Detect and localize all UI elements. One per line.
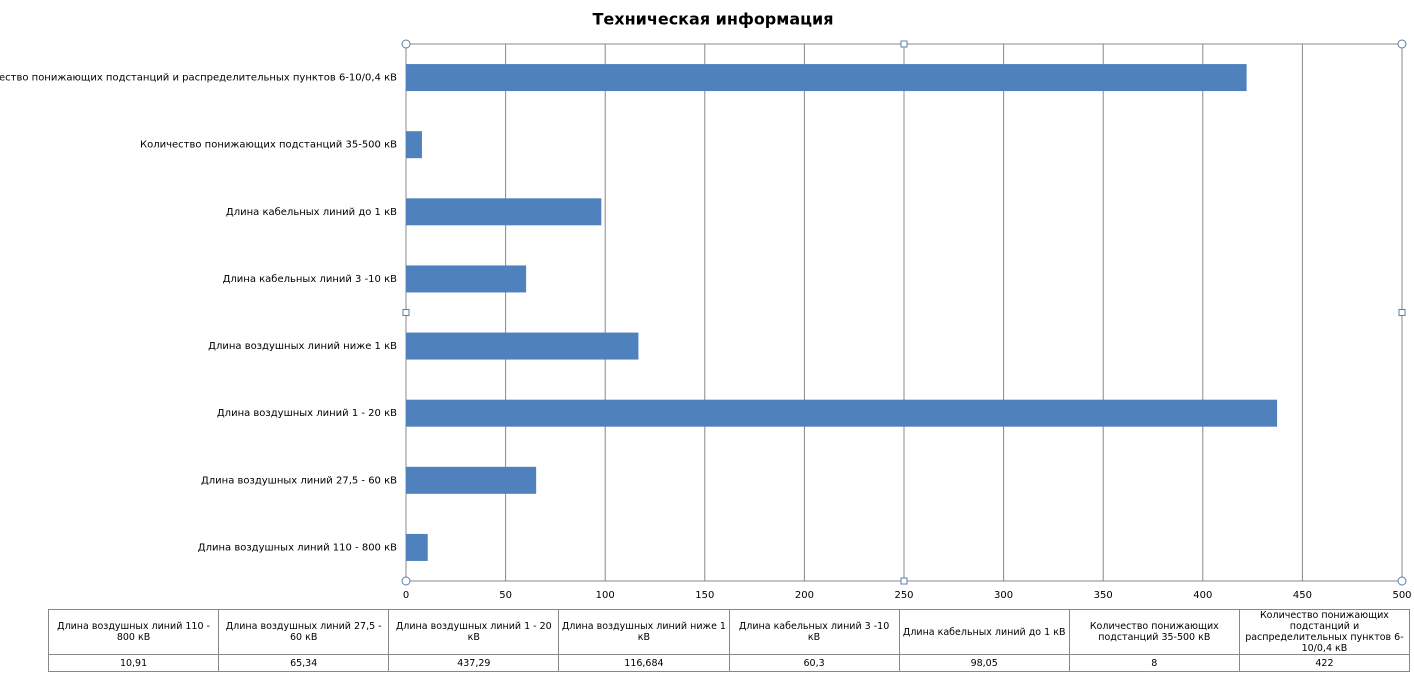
x-tick-label: 200 <box>795 590 814 601</box>
table-value: 116,684 <box>558 654 730 672</box>
x-tick-label: 500 <box>1392 590 1411 601</box>
y-tick-label: Длина кабельных линий до 1 кВ <box>226 207 397 218</box>
selection-handle <box>1397 576 1407 586</box>
table-value: 60,3 <box>728 654 900 672</box>
table-value: 10,91 <box>47 654 220 672</box>
bar <box>406 466 537 494</box>
selection-handle <box>401 39 411 49</box>
x-tick-label: 150 <box>695 590 714 601</box>
y-tick-label: Длина воздушных линий ниже 1 кВ <box>208 341 397 352</box>
table-values: 10,91 65,34 437,29 116,684 60,3 98,05 8 422 <box>47 654 1411 672</box>
data-table: Длина воздушных линий 110 - 800 кВ Длина … <box>47 609 1411 672</box>
selection-handle <box>1398 309 1406 316</box>
bar <box>406 332 639 360</box>
x-tick-label: 450 <box>1293 590 1312 601</box>
y-tick-label: Длина воздушных линий 110 - 800 кВ <box>198 542 397 553</box>
table-value: 422 <box>1238 654 1411 672</box>
y-tick-label: Длина кабельных линий 3 -10 кВ <box>223 274 398 285</box>
bar <box>406 533 428 561</box>
selection-handle <box>402 309 410 316</box>
table-value: 98,05 <box>898 654 1070 672</box>
chart-title: Техническая информация <box>593 10 834 29</box>
table-category: Длина воздушных линий 27,5 - 60 кВ <box>218 609 390 655</box>
y-tick-label: Длина воздушных линий 27,5 - 60 кВ <box>201 475 397 486</box>
y-tick-label: Длина воздушных линий 1 - 20 кВ <box>217 408 397 419</box>
table-category: Длина воздушных линий ниже 1 кВ <box>558 609 730 655</box>
selection-handle <box>1397 39 1407 49</box>
table-value: 8 <box>1068 654 1240 672</box>
bar <box>406 265 527 293</box>
table-category: Длина воздушных линий 110 - 800 кВ <box>47 609 220 655</box>
x-tick-label: 250 <box>894 590 913 601</box>
bar <box>406 131 422 159</box>
table-header: Длина воздушных линий 110 - 800 кВ Длина … <box>47 609 1411 655</box>
x-tick-label: 400 <box>1193 590 1212 601</box>
y-tick-label: Количество понижающих подстанций и распр… <box>0 73 397 84</box>
selection-handle <box>401 576 411 586</box>
table-category: Длина воздушных линий 1 - 20 кВ <box>388 609 560 655</box>
table-category: Количество понижающих подстанций и распр… <box>1238 609 1411 655</box>
x-tick-label: 50 <box>499 590 512 601</box>
y-tick-label: Количество понижающих подстанций 35-500 … <box>140 140 397 151</box>
table-value: 65,34 <box>218 654 390 672</box>
x-tick-label: 0 <box>403 590 409 601</box>
table-category: Длина кабельных линий 3 -10 кВ <box>728 609 900 655</box>
table-category: Количество понижающих подстанций 35-500 … <box>1068 609 1240 655</box>
selection-handle <box>900 40 908 48</box>
x-tick-label: 350 <box>1094 590 1113 601</box>
table-category: Длина кабельных линий до 1 кВ <box>898 609 1070 655</box>
x-tick-label: 100 <box>596 590 615 601</box>
bar <box>406 198 602 226</box>
bar <box>406 64 1247 92</box>
table-value: 437,29 <box>388 654 560 672</box>
bar <box>406 399 1278 427</box>
selection-handle <box>900 577 908 585</box>
x-tick-label: 300 <box>994 590 1013 601</box>
